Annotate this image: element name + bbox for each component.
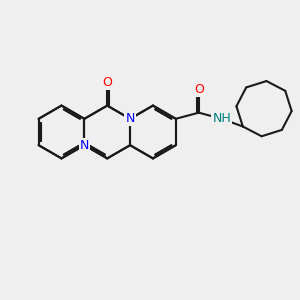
Text: NH: NH: [212, 112, 231, 125]
Text: O: O: [194, 83, 204, 96]
Text: N: N: [125, 112, 135, 125]
Text: O: O: [102, 76, 112, 89]
Text: N: N: [80, 139, 89, 152]
